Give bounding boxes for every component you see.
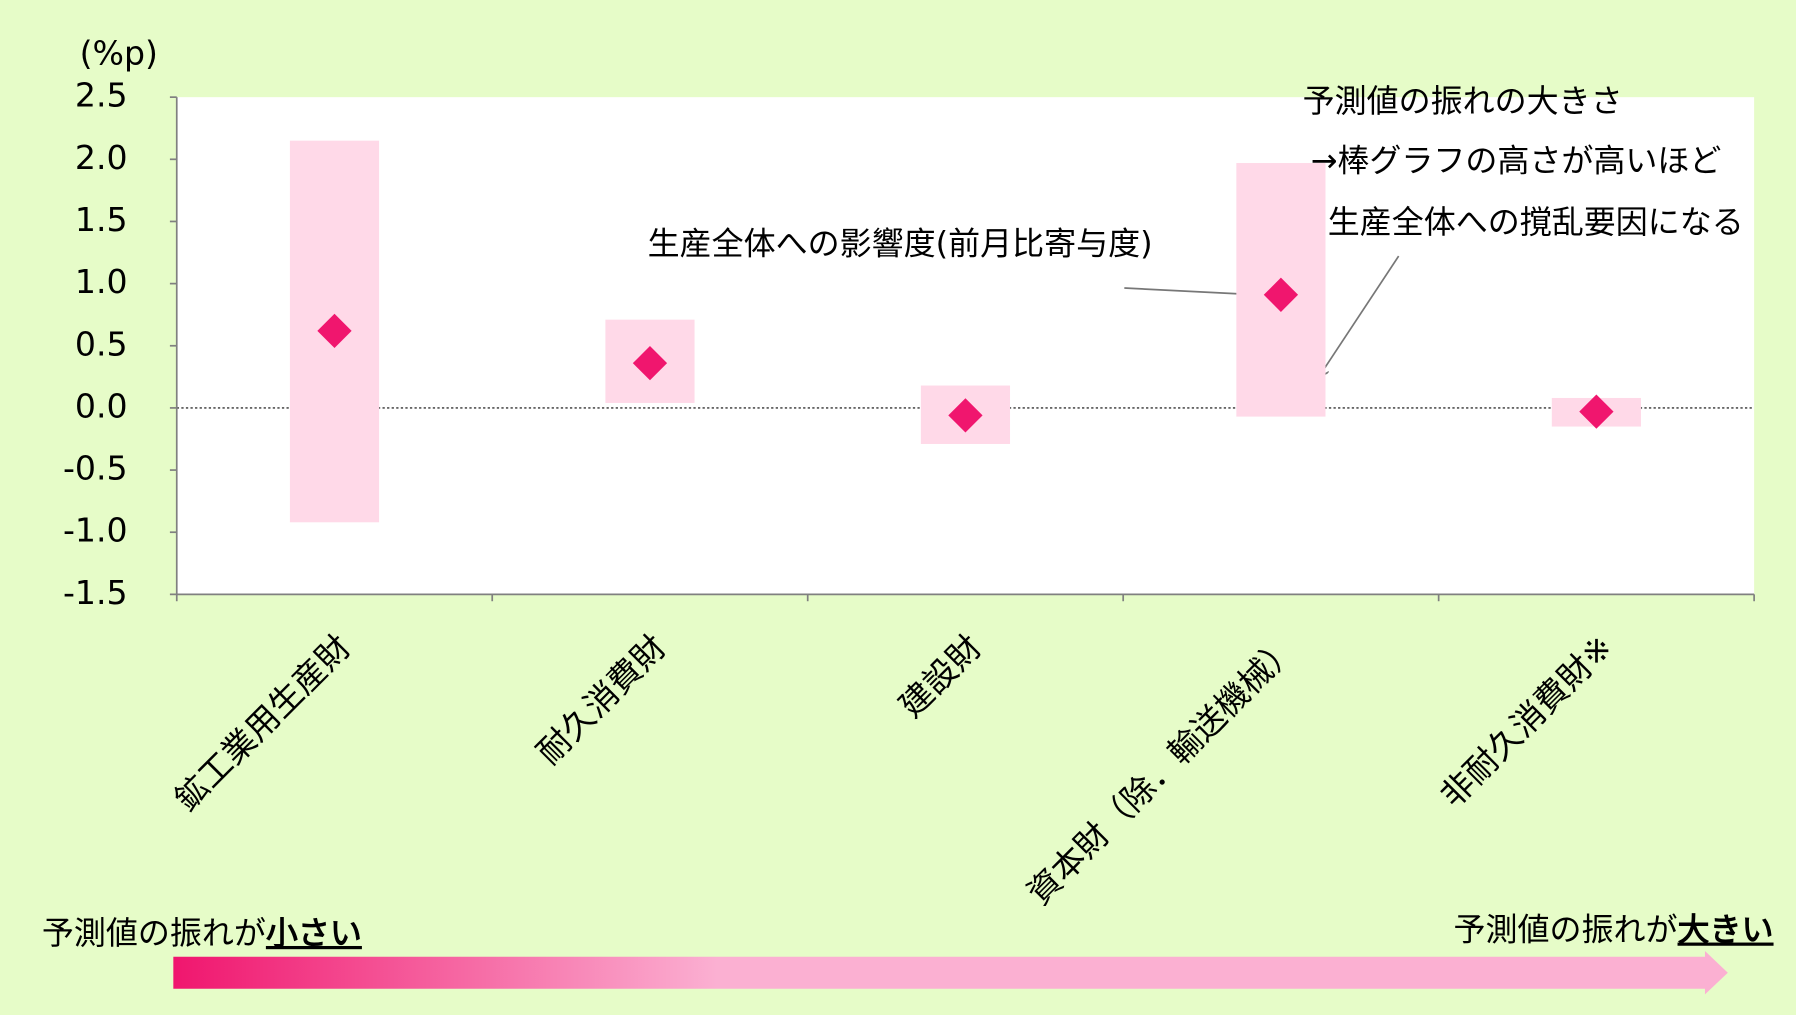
- scale-arrow: [173, 950, 1728, 995]
- y-tick-label: 0.5: [75, 324, 128, 363]
- scale-emph: 小さい: [266, 914, 362, 952]
- marker-note: 生産全体への影響度(前月比寄与度): [648, 225, 1153, 263]
- y-tick-label: 1.5: [75, 200, 128, 239]
- y-tick-label: -1.0: [63, 511, 128, 550]
- scale-text: 予測値の振れが: [1454, 911, 1678, 949]
- y-tick-label: 2.5: [75, 76, 128, 115]
- scale-text: 予測値の振れが: [42, 914, 266, 952]
- plot-area: [176, 97, 1755, 595]
- marker: [632, 346, 668, 381]
- bar-note: 予測値の振れの大きさ: [1303, 82, 1623, 120]
- y-tick-label: 0.0: [75, 386, 128, 425]
- scale-right: 予測値の振れが大きい: [1454, 911, 1774, 949]
- marker: [1263, 277, 1299, 312]
- marker: [948, 398, 983, 433]
- y-unit: (%p): [80, 33, 158, 72]
- marker: [1579, 394, 1614, 429]
- bar-note: →棒グラフの高さが高いほど: [1311, 141, 1722, 179]
- y-tick-label: 1.0: [75, 262, 128, 301]
- scale-emph: 大きい: [1678, 911, 1774, 949]
- annotation-arrow: [1319, 255, 1400, 377]
- bar-note: 生産全体への撹乱要因になる: [1328, 203, 1744, 241]
- y-tick-label: -1.5: [63, 573, 128, 612]
- y-tick-label: 2.0: [75, 138, 128, 177]
- scale-left: 予測値の振れが小さい: [42, 914, 362, 952]
- y-tick-label: -0.5: [63, 449, 128, 488]
